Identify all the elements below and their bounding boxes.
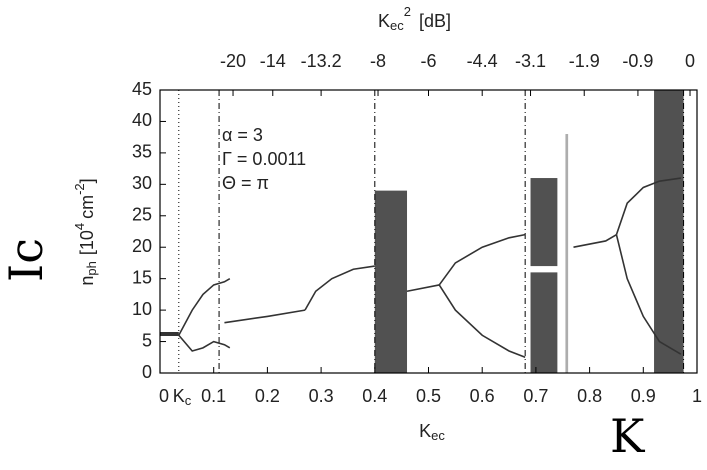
y-tick-label: 25 (132, 205, 152, 225)
x2-tick-label: -6 (420, 51, 436, 71)
branch-line (224, 309, 306, 324)
x-axis-label-part: K (419, 421, 431, 441)
y-axis-label-part: n (77, 276, 97, 286)
x-tick-label: 0.8 (577, 386, 602, 406)
x2-axis-label-part: [dB] (419, 11, 451, 31)
chaotic-region (374, 190, 408, 373)
parameter-annotation: Γ = 0.0011 (222, 149, 306, 169)
x-tick-label: 0.1 (201, 386, 226, 406)
kc-label: Kc (173, 386, 192, 409)
branch-line (615, 234, 682, 355)
x-tick-label: 0 (159, 386, 169, 406)
y-axis-label: nph [104 cm-2] (72, 178, 99, 285)
x2-axis-label-part: ec (390, 18, 404, 33)
y-tick-label: 30 (132, 173, 152, 193)
branch-line (178, 277, 231, 336)
parameter-annotation: Θ = π (222, 173, 269, 193)
x2-tick-label: -20 (220, 51, 246, 71)
branch-line (406, 284, 440, 293)
y-tick-label: 5 (142, 330, 152, 350)
branch-line (438, 233, 526, 286)
kc-label-part: K (173, 386, 185, 406)
branch-line (438, 284, 526, 359)
chaotic-region (530, 178, 558, 267)
branch-line (615, 177, 682, 235)
x-tick-label: 0.6 (470, 386, 495, 406)
branch-line (304, 265, 375, 311)
chaotic-region (565, 134, 569, 373)
handwritten-label: K (610, 409, 646, 463)
x2-tick-label: -3.1 (515, 51, 546, 71)
y-tick-label: 15 (132, 267, 152, 287)
x2-axis-label-part: K (378, 11, 390, 31)
y-axis-label-part: [10 (77, 230, 97, 255)
y-tick-label: 45 (132, 79, 152, 99)
x2-tick-label: -8 (370, 51, 386, 71)
x2-tick-label: 0 (685, 51, 695, 71)
y-tick-label: 35 (132, 142, 152, 162)
x2-tick-label: -1.9 (569, 51, 600, 71)
x-tick-label: 0.5 (416, 386, 441, 406)
chaotic-region (530, 272, 558, 373)
x-axis-label: Kec (419, 421, 445, 444)
x-tick-label: 0.2 (255, 386, 280, 406)
y-axis-label-part: ph (84, 261, 99, 275)
chaotic-region (654, 90, 684, 373)
kc-label-part: c (185, 393, 192, 408)
x-tick-label: 0.3 (309, 386, 334, 406)
parameter-annotation: α = 3 (222, 125, 263, 145)
branch-line (178, 334, 231, 352)
x-tick-label: 0.7 (523, 386, 548, 406)
branch-line (573, 233, 617, 249)
y-axis-label-part: cm (77, 195, 97, 219)
x2-tick-label: -14 (260, 51, 286, 71)
y-tick-label: 0 (142, 362, 152, 382)
y-axis-label-part: -2 (72, 183, 87, 195)
x2-tick-label: -4.4 (467, 51, 498, 71)
y-tick-label: 20 (132, 236, 152, 256)
x-tick-label: 0.9 (631, 386, 656, 406)
x2-tick-label: -13.2 (301, 51, 342, 71)
x2-axis-label: Kec2 [dB] (378, 4, 451, 33)
y-tick-label: 10 (132, 299, 152, 319)
y-axis-label-part: 4 (72, 223, 87, 230)
x2-axis-label-part: 2 (404, 4, 411, 19)
x2-tick-label: -0.9 (622, 51, 653, 71)
y-tick-label: 40 (132, 110, 152, 130)
handwritten-label: Ic (0, 238, 53, 282)
x-axis-label-part: ec (431, 428, 445, 443)
x-tick-label: 1 (692, 386, 702, 406)
x-tick-label: 0.4 (362, 386, 387, 406)
y-axis-label-part: ] (77, 178, 97, 183)
